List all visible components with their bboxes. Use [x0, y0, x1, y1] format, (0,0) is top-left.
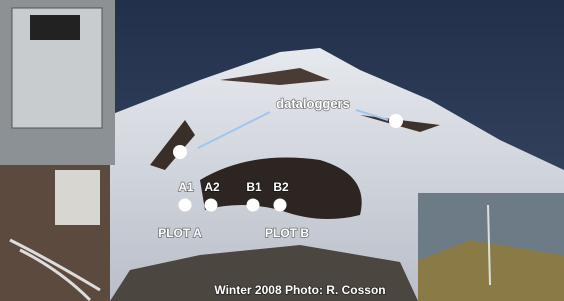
datalogger-dot [173, 145, 187, 159]
sensor-dot [247, 199, 260, 212]
body: {"annotation": "dataloggers", "plots": [… [0, 0, 564, 301]
annotation: dataloggers [276, 96, 350, 111]
sensor-label: A2 [204, 180, 220, 194]
sensor-dot [179, 199, 192, 212]
plot-label: PLOT A [158, 226, 202, 240]
photo-collage: dataloggers PLOT A A1 A2 PLOT B B1 B2 Winter … [0, 0, 564, 301]
sensor-dot [205, 199, 218, 212]
sensor-label: A1 [178, 180, 194, 194]
sensor-dot [274, 199, 287, 212]
page: html, body { margin: 0; padding: 0; widt… [0, 0, 564, 301]
box [55, 170, 100, 225]
logger [30, 15, 80, 40]
caption: Winter 2008 Photo: R. Cosson [214, 283, 385, 297]
sensor-label: B1 [246, 180, 262, 194]
datalogger-dot [389, 114, 403, 128]
sensor-label: B2 [273, 180, 289, 194]
plot-label: PLOT B [265, 226, 309, 240]
